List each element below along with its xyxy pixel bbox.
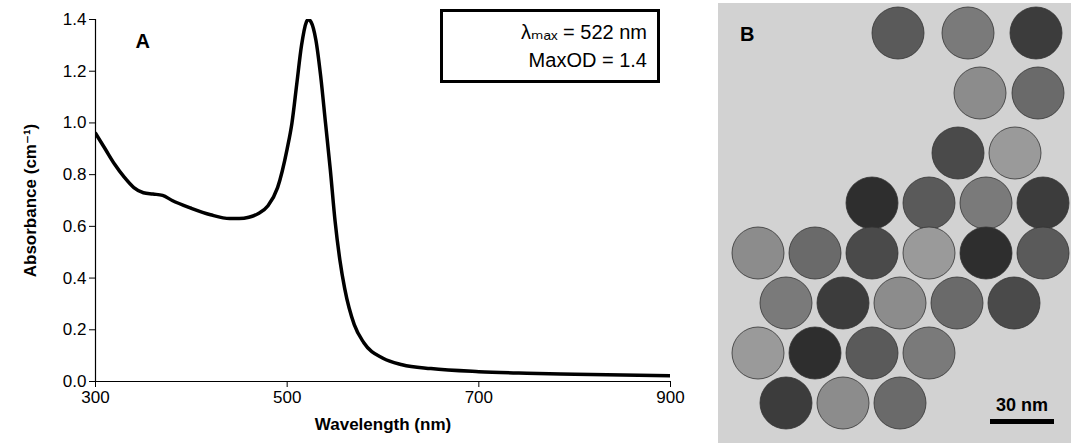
svg-text:1.4: 1.4	[63, 10, 87, 29]
html-text:λₘₐₓ = 522 nm: λₘₐₓ = 522 nm	[521, 21, 647, 43]
svg-text:A: A	[136, 30, 150, 52]
svg-text:0.4: 0.4	[63, 269, 87, 288]
html-text:MaxOD = 1.4: MaxOD = 1.4	[528, 49, 647, 71]
svg-text:1.0: 1.0	[63, 113, 87, 132]
svg-text:500: 500	[273, 388, 301, 407]
svg-text:300: 300	[81, 387, 110, 407]
svg-text:0.8: 0.8	[63, 165, 87, 184]
svg-text:0.6: 0.6	[63, 217, 87, 236]
svg-text:0.2: 0.2	[63, 320, 87, 339]
svg-text:B: B	[740, 23, 754, 45]
svg-text:30 nm: 30 nm	[996, 395, 1048, 415]
svg-text:1.2: 1.2	[63, 62, 87, 81]
svg-text:0.0: 0.0	[63, 372, 87, 391]
svg-text:900: 900	[656, 388, 684, 407]
svg-text:700: 700	[465, 388, 493, 407]
svg-text:Absorbance (cm⁻¹): Absorbance (cm⁻¹)	[21, 124, 40, 278]
svg-text:Wavelength (nm): Wavelength (nm)	[315, 415, 451, 434]
